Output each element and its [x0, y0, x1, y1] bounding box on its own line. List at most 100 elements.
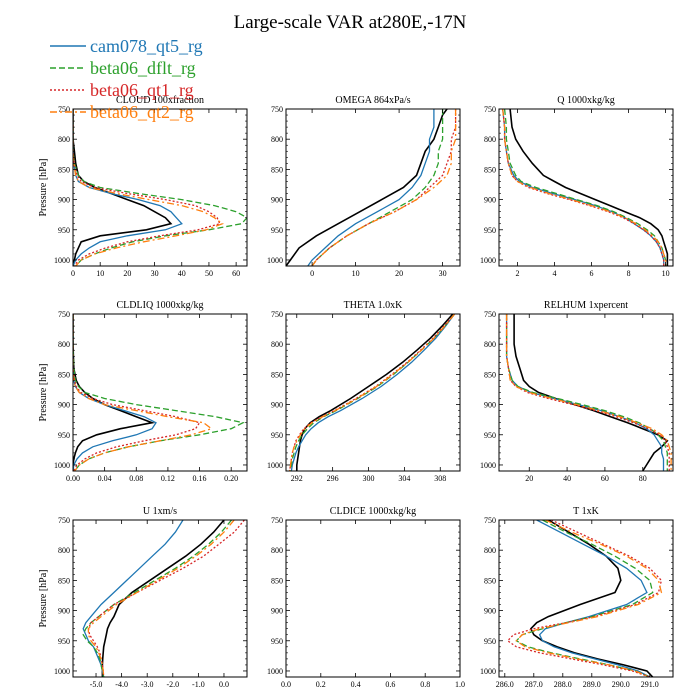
y-tick-label: 900 [271, 196, 283, 205]
x-tick-label: 80 [639, 474, 647, 483]
series-line-control [101, 520, 225, 677]
series-line-beta06_qt2_rg [311, 109, 457, 266]
series-line-cam078_qt5_rg [290, 314, 456, 471]
series-group [502, 109, 669, 266]
y-tick-label: 900 [271, 607, 283, 616]
x-tick-label: 290.0 [612, 680, 630, 689]
series-group [73, 314, 245, 471]
y-axis-label: Pressure [hPa] [38, 569, 49, 627]
y-tick-label: 850 [271, 165, 283, 174]
series-group [506, 520, 663, 677]
panel-title: CLDICE 1000xkg/kg [330, 506, 416, 517]
plot-frame [72, 313, 248, 472]
series-line-beta06_qt2_rg [87, 520, 235, 677]
series-line-beta06_qt2_rg [505, 314, 672, 471]
x-tick-label: 0.12 [161, 474, 175, 483]
series-line-control [513, 314, 669, 471]
x-tick-label: 6 [590, 269, 594, 278]
x-tick-label: 1.0 [455, 680, 465, 689]
x-tick-label: 10 [662, 269, 670, 278]
series-group [73, 109, 247, 266]
x-tick-label: -3.0 [141, 680, 154, 689]
y-tick-label: 750 [58, 310, 70, 319]
x-tick-label: 0.6 [385, 680, 395, 689]
figure-title: Large-scale VAR at280E,-17N [234, 12, 467, 33]
y-tick-label: 900 [484, 196, 496, 205]
x-tick-label: 10 [352, 269, 360, 278]
y-tick-label: 750 [271, 310, 283, 319]
panel-title: U 1xm/s [143, 506, 177, 517]
y-tick-label: 850 [484, 165, 496, 174]
y-tick-label: 750 [58, 105, 70, 114]
y-tick-label: 1000 [480, 667, 496, 676]
y-tick-label: 800 [484, 340, 496, 349]
y-tick-label: 850 [484, 576, 496, 585]
series-group [505, 314, 672, 471]
y-tick-label: 950 [484, 637, 496, 646]
series-line-control [509, 109, 669, 266]
y-tick-label: 750 [271, 516, 283, 525]
x-tick-label: 40 [178, 269, 186, 278]
y-tick-label: 1000 [267, 667, 283, 676]
y-tick-label: 950 [58, 431, 70, 440]
y-tick-label: 850 [484, 370, 496, 379]
y-tick-label: 900 [484, 401, 496, 410]
y-tick-label: 950 [271, 637, 283, 646]
legend: cam078_qt5_rgbeta06_dflt_rgbeta06_qt1_rg… [50, 36, 203, 122]
y-tick-label: 1000 [54, 256, 70, 265]
y-tick-label: 800 [271, 135, 283, 144]
x-tick-label: -5.0 [90, 680, 103, 689]
y-tick-label: 800 [58, 135, 70, 144]
series-line-beta06_qt2_rg [515, 520, 663, 677]
x-tick-label: 0.16 [193, 474, 207, 483]
x-tick-label: -2.0 [166, 680, 179, 689]
plot-frame [498, 313, 674, 472]
y-tick-label: 800 [58, 340, 70, 349]
series-line-beta06_qt1_rg [506, 520, 663, 677]
x-tick-label: 0.2 [316, 680, 326, 689]
legend-label-beta06_qt2_rg: beta06_qt2_rg [90, 102, 194, 122]
x-tick-label: 30 [439, 269, 447, 278]
panel-title: THETA 1.0xK [344, 300, 403, 311]
series-line-beta06_qt2_rg [502, 109, 667, 266]
x-tick-label: 20 [525, 474, 533, 483]
plot-frame [498, 108, 674, 267]
y-tick-label: 1000 [267, 256, 283, 265]
series-line-control [73, 109, 173, 266]
plot-frame [285, 519, 461, 678]
x-tick-label: 0.08 [129, 474, 143, 483]
x-tick-label: 0.04 [98, 474, 112, 483]
y-tick-label: 1000 [267, 461, 283, 470]
x-tick-label: 60 [601, 474, 609, 483]
y-tick-label: 750 [58, 516, 70, 525]
y-tick-label: 1000 [54, 667, 70, 676]
panel-title: RELHUM 1xpercent [544, 300, 628, 311]
x-tick-label: 292 [291, 474, 303, 483]
y-tick-label: 800 [271, 546, 283, 555]
y-tick-label: 950 [58, 226, 70, 235]
x-tick-label: 10 [96, 269, 104, 278]
y-axis-label: Pressure [hPa] [38, 158, 49, 216]
series-group [82, 520, 245, 677]
panel-title: OMEGA 864xPa/s [335, 95, 410, 106]
x-tick-label: 304 [398, 474, 410, 483]
series-line-control [73, 314, 156, 471]
y-tick-label: 1000 [480, 256, 496, 265]
y-tick-label: 750 [484, 105, 496, 114]
x-tick-label: 308 [434, 474, 446, 483]
panel-3: 750 800 850 900 950 1000 0.00 0.04 0.08 0.12 0.16 0… [38, 300, 248, 483]
panel-5: 750 800 850 900 950 1000 20 40 60 80 RELHUM 1xperc… [480, 300, 674, 483]
panel-1: 750 800 850 900 950 1000 0 10 20 30 OMEGA 864xPa/s [267, 95, 461, 278]
series-group [286, 109, 457, 266]
x-tick-label: 288.0 [554, 680, 572, 689]
y-tick-label: 900 [58, 401, 70, 410]
y-tick-label: 750 [484, 310, 496, 319]
x-tick-label: 291.0 [641, 680, 659, 689]
y-tick-label: 750 [484, 516, 496, 525]
series-line-cam078_qt5_rg [502, 109, 665, 266]
y-tick-label: 900 [58, 607, 70, 616]
panel-7: 750 800 850 900 950 1000 0.0 0.2 0.4 0.6 0.8 1.0 CLD… [267, 506, 465, 689]
y-tick-label: 800 [271, 340, 283, 349]
